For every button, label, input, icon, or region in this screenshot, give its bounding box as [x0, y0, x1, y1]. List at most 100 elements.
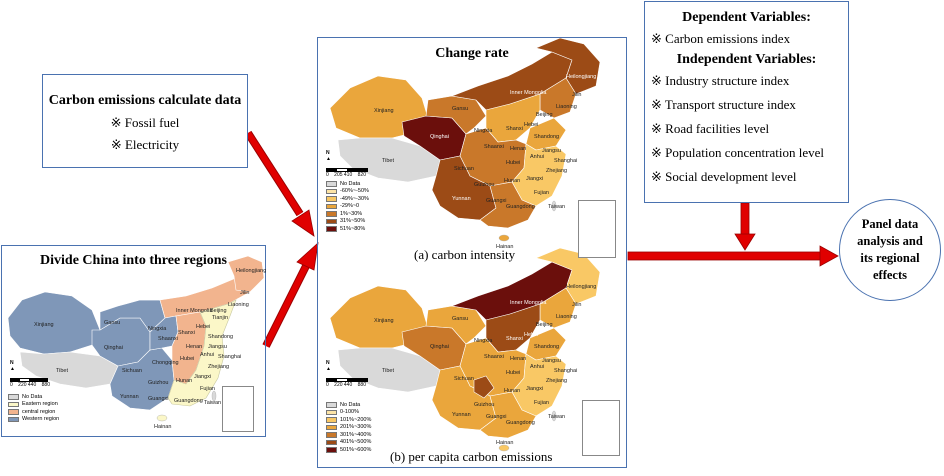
regions-label-hebei: Hebei [196, 324, 211, 330]
map-b-label-sichuan: Sichuan [454, 376, 474, 382]
map-a-label-tibet: Tibet [382, 158, 395, 164]
map-a-legend-item: 31%~50% [326, 218, 369, 226]
map-a-label-shanxi: Shanxi [506, 126, 523, 132]
regions-label-gansu: Gansu [104, 320, 121, 326]
regions-scale-1: 220 440 [18, 382, 37, 388]
arrow-variables-down [734, 202, 756, 251]
regions-scale-2: 880 [41, 382, 50, 388]
result-line-1: Panel data [861, 217, 919, 231]
a-taiwan [551, 200, 557, 212]
map-a-label-hebei: Hebei [524, 122, 539, 128]
regions-label-guangxi: Guangxi [148, 396, 169, 402]
regions-label-tianjin: Tianjin [212, 315, 228, 321]
map-a-legend: No Data -60%~-50% -49%~-30% -29%~0 1%~30… [326, 180, 369, 233]
map-a-label-hubei: Hubei [506, 160, 521, 166]
map-a-label-heilongjiang: Heilongjiang [566, 74, 597, 80]
map-a [329, 37, 601, 242]
regions-label-guangdong: Guangdong [174, 398, 203, 404]
map-a-label-ningxia: Ningxia [474, 128, 493, 134]
carbon-data-title: Carbon emissions calculate data [48, 93, 242, 108]
arrow-regions-to-center [262, 241, 319, 348]
regions-north-arrow: N ▲ [10, 360, 15, 372]
map-b-label-qinghai: Qinghai [430, 344, 449, 350]
carbon-data-item-fossil: ※ Fossil fuel [110, 115, 180, 130]
map-b-legend-item: 501%~600% [326, 446, 371, 454]
regions-label-henan: Henan [186, 344, 203, 350]
map-a-legend-item: -29%~0 [326, 203, 369, 211]
map-b-label-shanghai: Shanghai [554, 368, 578, 374]
map-a-label-jiangsu: Jiangsu [542, 148, 561, 154]
result-circle: Panel data analysis and its regional eff… [839, 199, 941, 301]
dependent-title: Dependent Variables: [682, 10, 811, 25]
result-line-3: its regional [860, 251, 920, 265]
regions-label-shanxi: Shanxi [178, 330, 195, 336]
regions-title: Divide China into three regions [40, 253, 227, 268]
regions-legend-item: No Data [8, 393, 59, 401]
change-rate-title: Change rate [435, 46, 509, 61]
regions-label-shaanxi: Shaanxi [158, 336, 178, 342]
result-line-4: effects [873, 268, 907, 282]
regions-scale-0: 0 [10, 382, 13, 388]
map-b-label-hunan: Hunan [504, 388, 521, 394]
map-a-label-inner-mongolia: Inner Mongolia [510, 90, 547, 96]
independent-item-industry: ※ Industry structure index [651, 73, 790, 88]
arrow-data-to-center [244, 130, 315, 237]
map-a-label-guangxi: Guangxi [486, 198, 507, 204]
map-a-scale-1: 205 410 [334, 172, 353, 178]
map-a-north-arrow: N ▲ [326, 150, 331, 162]
regions-label-hubei: Hubei [180, 356, 195, 362]
variables-box: Dependent Variables: ※ Carbon emissions … [644, 1, 849, 203]
map-b-label-gansu: Gansu [452, 316, 469, 322]
map-a-label-beijing: Beijing [536, 112, 553, 118]
map-a-legend-item: 1%~30% [326, 210, 369, 218]
regions-label-jiangsu: Jiangsu [208, 344, 227, 350]
map-b-legend-item: 301%~400% [326, 431, 371, 439]
map-a-label-fujian: Fujian [534, 190, 549, 196]
change-rate-panel: Change rate [317, 37, 627, 468]
map-b-north-arrow: N ▲ [326, 360, 331, 372]
regions-label-hainan: Hainan [154, 424, 172, 430]
b-taiwan [551, 410, 557, 422]
regions-legend-item: Western region [8, 416, 59, 424]
b-hainan [498, 444, 510, 452]
map-b-south-china-sea-inset [582, 400, 620, 456]
map-b-label-jiangxi: Jiangxi [526, 386, 544, 392]
map-a-label-shandong: Shandong [534, 134, 560, 140]
map-a-label-hunan: Hunan [504, 178, 521, 184]
map-a-south-china-sea-inset [578, 200, 616, 258]
regions-label-yunnan: Yunnan [120, 394, 139, 400]
regions-label-ningxia: Ningxia [148, 326, 167, 332]
map-a-label-jilin: Jilin [572, 92, 582, 98]
regions-label-shandong: Shandong [208, 334, 234, 340]
regions-label-chongqing: Chongqing [152, 360, 179, 366]
map-b-label-liaoning: Liaoning [556, 314, 577, 320]
regions-label-taiwan: Taiwan [204, 400, 222, 406]
map-a-label-xinjiang: Xinjiang [374, 108, 394, 114]
map-a-legend-item: -60%~-50% [326, 188, 369, 196]
map-b-legend: No Data 0-100% 101%~200% 201%~300% 301%~… [326, 401, 371, 454]
map-b-label-guizhou: Guizhou [474, 402, 495, 408]
map-a-label-zhejiang: Zhejiang [546, 168, 568, 174]
map-b-label-jiangsu: Jiangsu [542, 358, 561, 364]
carbon-data-item-electricity: ※ Electricity [110, 137, 180, 152]
b-south [479, 391, 537, 439]
regions-label-sichuan: Sichuan [122, 368, 142, 374]
a-south [479, 181, 537, 229]
result-line-2: analysis and [857, 234, 923, 248]
map-a-legend-item: -49%~-30% [326, 195, 369, 203]
map-b-label-guangdong: Guangdong [506, 420, 535, 426]
regions-box: Divide China into three regions [1, 245, 266, 437]
map-b-label-hainan: Hainan [496, 440, 514, 446]
region-east [167, 299, 237, 407]
map-a-label-jiangxi: Jiangxi [526, 176, 544, 182]
map-b-label-tibet: Tibet [382, 368, 395, 374]
independent-title: Independent Variables: [676, 52, 817, 67]
map-b-label-yunnan: Yunnan [452, 412, 471, 418]
map-b-label-shandong: Shandong [534, 344, 560, 350]
map-b-scale: 0 220 440 880 [326, 378, 368, 388]
regions-label-inner-mongolia: Inner Mongolia [176, 308, 213, 314]
map-b-label-heilongjiang: Heilongjiang [566, 284, 597, 290]
map-b [329, 247, 601, 452]
map-b-label-shanxi: Shanxi [506, 336, 523, 342]
